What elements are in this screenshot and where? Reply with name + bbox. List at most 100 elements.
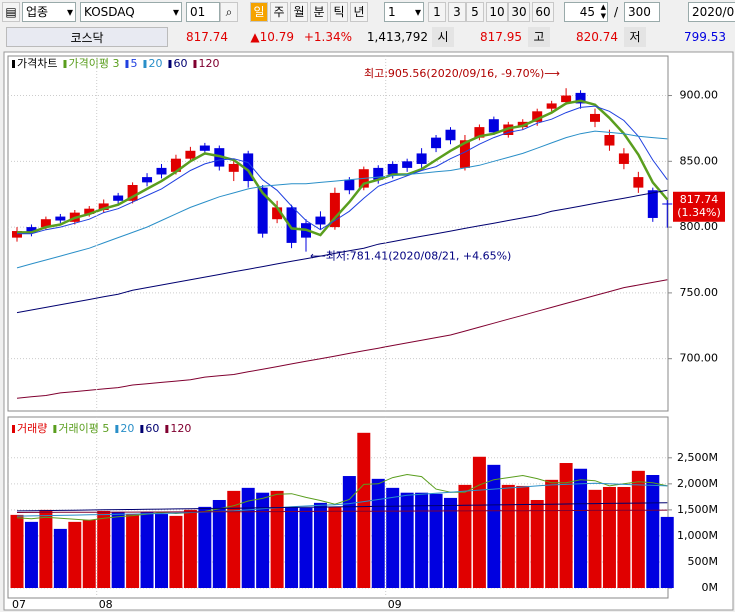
- minute-button[interactable]: 1: [428, 2, 446, 22]
- ma-line: [16, 473, 668, 521]
- quote-change: ▲10.79: [250, 30, 294, 44]
- legend-swatch: [140, 425, 144, 433]
- legend-swatch: [12, 425, 15, 433]
- count-spinner[interactable]: 45 ▲ ▼: [564, 2, 608, 22]
- volume-bar: [24, 521, 38, 588]
- period-button[interactable]: 틱: [330, 2, 348, 22]
- candle-body: [272, 207, 283, 220]
- market: 업종: [26, 5, 49, 19]
- candle-body: [127, 185, 138, 201]
- volume-bar: [357, 432, 371, 588]
- total-input[interactable]: 300: [624, 2, 660, 22]
- volume-bar: [574, 468, 588, 588]
- y-tick-label: 1,000M: [677, 529, 718, 542]
- date: 2020/09: [692, 5, 735, 19]
- volume-bar: [10, 514, 24, 588]
- volume-bar: [588, 489, 602, 588]
- legend-label: 120: [198, 57, 219, 70]
- minute-button[interactable]: 10: [486, 2, 508, 22]
- volume-bar: [155, 514, 168, 588]
- volume-bar: [183, 509, 197, 588]
- volume-bar: [328, 506, 342, 588]
- market-select[interactable]: 업종 ▾: [22, 2, 76, 22]
- date-input[interactable]: 2020/09: [688, 2, 735, 22]
- minute-button[interactable]: 30: [508, 2, 530, 22]
- index-select[interactable]: KOSDAQ ▾: [80, 2, 182, 22]
- volume-bar: [126, 514, 140, 588]
- volume-bar: [545, 479, 559, 588]
- volume-bar: [530, 499, 544, 588]
- volume-bar: [617, 486, 631, 588]
- volume-bar: [97, 510, 111, 588]
- quote-rate: +1.34%: [303, 30, 352, 44]
- candle-body: [142, 177, 153, 183]
- total: 300: [628, 5, 651, 19]
- quote-price: 817.74: [186, 30, 228, 44]
- candle-body: [84, 208, 95, 214]
- high-label: 고: [528, 27, 550, 47]
- volume-bar: [241, 487, 255, 588]
- y-tick-label: 900.00: [680, 89, 719, 102]
- legend-label: 거래이평 5: [58, 422, 109, 435]
- candle-body: [26, 227, 37, 233]
- volume-bar: [631, 470, 645, 588]
- candle-body: [185, 150, 196, 159]
- candle-body: [459, 140, 470, 168]
- y-tick-label: 850.00: [680, 154, 719, 167]
- candle-body: [257, 187, 268, 234]
- legend-swatch: [143, 60, 147, 68]
- legend-swatch: [165, 425, 169, 433]
- legend-swatch: [63, 60, 67, 68]
- low-annotation: ⟵최저:781.41(2020/08/21, +4.65%): [310, 250, 511, 263]
- candle-body: [55, 216, 66, 221]
- volume-bar: [285, 506, 299, 588]
- legend-swatch: [53, 425, 57, 433]
- volume-bar: [53, 528, 67, 588]
- volume-bar: [140, 511, 154, 588]
- volume-bar: [169, 515, 183, 588]
- low-label: 저: [624, 27, 646, 47]
- legend-swatch: [12, 60, 15, 68]
- minute-button[interactable]: 3: [448, 2, 466, 22]
- candle-body: [170, 158, 181, 172]
- volume-bar: [660, 516, 674, 588]
- menu-icon[interactable]: ▤: [2, 2, 20, 22]
- period-button[interactable]: 분: [310, 2, 328, 22]
- candle-body: [12, 231, 22, 238]
- volume-bar: [256, 492, 270, 588]
- ma-line: [16, 130, 668, 269]
- candle-body: [618, 153, 629, 164]
- period-button[interactable]: 주: [270, 2, 288, 22]
- minute-button[interactable]: 60: [532, 2, 554, 22]
- candle-body: [228, 163, 239, 172]
- period-button[interactable]: 일: [250, 2, 268, 22]
- volume-bar: [415, 492, 429, 588]
- candle-body: [488, 119, 499, 133]
- index: KOSDAQ: [84, 5, 135, 19]
- search-button[interactable]: ⌕: [220, 2, 238, 22]
- legend-label: 60: [145, 422, 159, 435]
- candle-body: [199, 145, 210, 151]
- candle-body: [590, 113, 600, 122]
- minute-button[interactable]: 5: [466, 2, 484, 22]
- quote-volume: 1,413,792: [366, 30, 428, 44]
- ma-line: [16, 502, 668, 512]
- last-change: (1.34%): [677, 206, 721, 219]
- volume-bar: [487, 464, 501, 588]
- candle-body: [474, 127, 485, 138]
- code-input[interactable]: 01: [186, 2, 220, 22]
- period-button[interactable]: 년: [350, 2, 368, 22]
- volume-bar: [227, 490, 241, 588]
- legend-label: 가격이평 3: [68, 57, 119, 70]
- legend-label: 60: [173, 57, 187, 70]
- period-button[interactable]: 월: [290, 2, 308, 22]
- candle-body: [416, 153, 427, 164]
- ma-line: [16, 509, 668, 513]
- y-tick-label: 1,500M: [677, 503, 718, 516]
- y-tick-label: 750.00: [680, 286, 719, 299]
- legend-swatch: [193, 60, 197, 68]
- candle-body: [503, 124, 514, 135]
- count: 45: [579, 5, 595, 19]
- interval-select[interactable]: 1 ▾: [384, 2, 424, 22]
